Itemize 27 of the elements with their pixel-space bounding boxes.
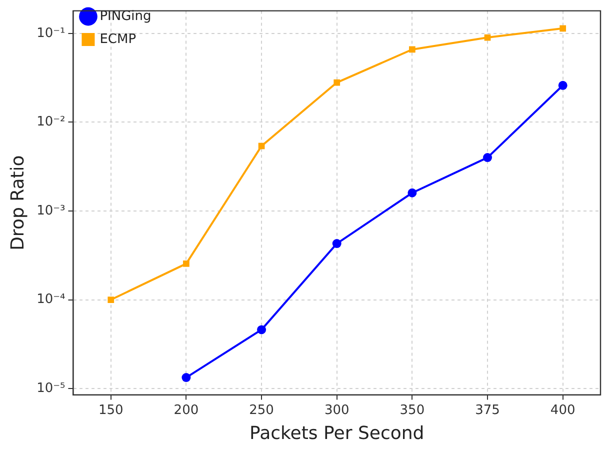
point <box>483 153 492 162</box>
point <box>558 80 568 90</box>
x-tick-label: 350 <box>400 402 425 418</box>
y-axis-title: Drop Ratio <box>7 155 28 250</box>
x-tick-label: 300 <box>324 402 350 418</box>
point <box>108 296 114 303</box>
y-tick-label: 10⁻⁴ <box>36 292 66 308</box>
x-tick-label: 375 <box>475 402 500 418</box>
point <box>183 260 190 267</box>
point <box>409 46 416 53</box>
x-tick-label: 250 <box>249 402 274 418</box>
x-tick-label: 150 <box>98 402 124 418</box>
x-tick-label: 400 <box>550 402 576 418</box>
x-axis-title: Packets Per Second <box>250 422 424 444</box>
legend-label: PINGing <box>100 8 152 24</box>
x-tick-label: 200 <box>174 402 199 418</box>
point <box>334 79 340 86</box>
point <box>182 373 191 382</box>
point <box>257 325 266 334</box>
point <box>332 239 342 248</box>
y-tick-label: 10⁻² <box>36 114 66 130</box>
y-tick-label: 10⁻¹ <box>36 26 66 41</box>
y-tick-label: 10⁻³ <box>36 203 66 218</box>
point <box>408 188 417 198</box>
legend-label: ECMP <box>100 32 136 47</box>
point <box>560 25 566 32</box>
y-tick-label: 10⁻⁵ <box>36 380 66 396</box>
